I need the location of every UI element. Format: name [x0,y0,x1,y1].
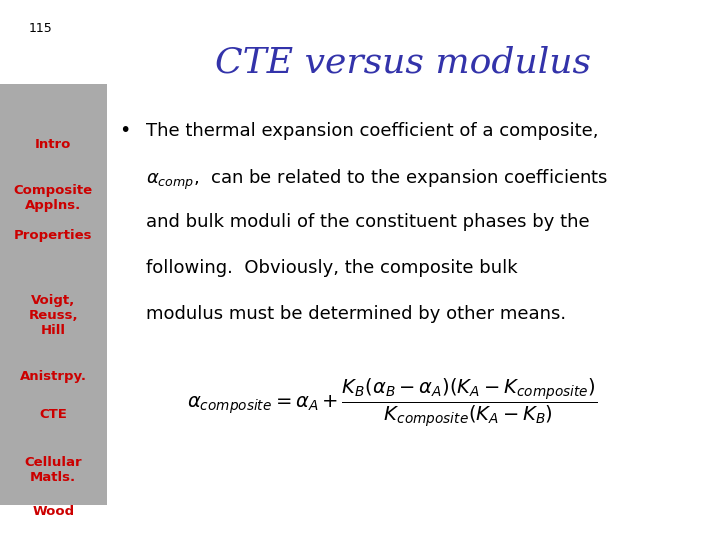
Text: modulus must be determined by other means.: modulus must be determined by other mean… [146,305,567,323]
Text: Intro: Intro [35,138,71,151]
Bar [0,84,107,505]
Text: CTE: CTE [40,408,67,421]
Text: CTE versus modulus: CTE versus modulus [215,46,591,80]
Text: Cellular
Matls.: Cellular Matls. [24,456,82,484]
Text: Voigt,
Reuss,
Hill: Voigt, Reuss, Hill [29,294,78,338]
Text: following.  Obviously, the composite bulk: following. Obviously, the composite bulk [146,259,518,277]
Text: 115: 115 [29,22,53,35]
Text: $\alpha_{composite} = \alpha_{A} + \dfrac{K_{B}(\alpha_{B}-\alpha_{A})(K_{A}-K_{: $\alpha_{composite} = \alpha_{A} + \dfra… [187,376,598,429]
Text: $\alpha_{comp}$,  can be related to the expansion coefficients: $\alpha_{comp}$, can be related to the e… [146,167,608,192]
Text: Wood: Wood [32,505,74,518]
Text: •: • [119,122,130,140]
Text: Composite
Applns.: Composite Applns. [14,184,93,212]
Text: Anistrpy.: Anistrpy. [19,370,87,383]
Text: The thermal expansion coefficient of a composite,: The thermal expansion coefficient of a c… [146,122,598,139]
Text: Properties: Properties [14,230,93,242]
Text: and bulk moduli of the constituent phases by the: and bulk moduli of the constituent phase… [146,213,590,231]
